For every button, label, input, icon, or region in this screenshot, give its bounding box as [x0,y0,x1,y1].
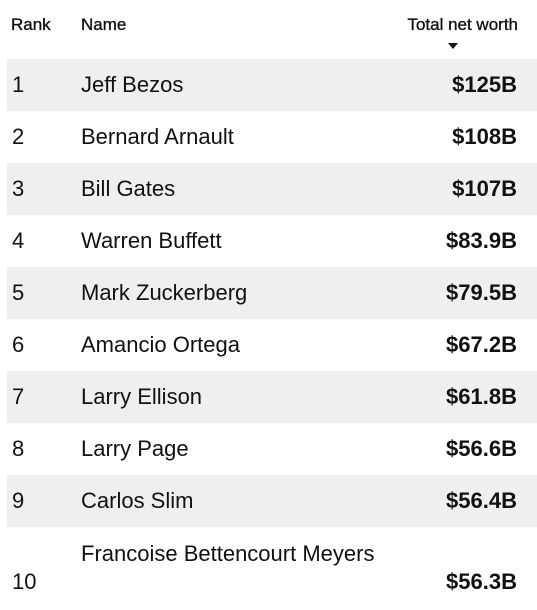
table-row: 5 Mark Zuckerberg $79.5B [7,267,537,319]
net-worth-cell: $56.6B [446,436,517,461]
table-header: Rank Name Total net worth [0,0,537,58]
name-cell: Larry Page [81,436,189,461]
name-cell: Francoise Bettencourt Meyers [81,541,375,566]
column-header-rank[interactable]: Rank [11,15,51,34]
name-cell: Jeff Bezos [81,72,184,97]
rank-cell: 6 [12,332,25,357]
table-row: 3 Bill Gates $107B [7,163,537,215]
table-row: 4 Warren Buffett $83.9B [7,215,537,267]
net-worth-cell: $56.3B [446,569,517,594]
net-worth-cell: $61.8B [446,384,517,409]
rank-cell: 10 [12,569,37,594]
name-cell: Larry Ellison [81,384,203,409]
name-cell: Bernard Arnault [81,124,234,149]
name-cell: Bill Gates [81,176,176,201]
net-worth-cell: $125B [452,72,517,97]
rank-cell: 9 [12,488,25,513]
rank-cell: 4 [12,228,25,253]
table-row: 8 Larry Page $56.6B [7,423,537,475]
rank-cell: 2 [12,124,25,149]
caret-down-icon[interactable] [448,43,458,49]
table-row: 7 Larry Ellison $61.8B [7,371,537,423]
name-cell: Amancio Ortega [81,332,240,357]
column-header-total-net-worth[interactable]: Total net worth [407,15,518,34]
net-worth-cell: $107B [452,176,517,201]
table-row: 2 Bernard Arnault $108B [7,111,537,163]
rank-cell: 7 [12,384,25,409]
net-worth-cell: $67.2B [446,332,517,357]
rank-cell: 8 [12,436,25,461]
rank-cell: 5 [12,280,25,305]
table-row: 1 Jeff Bezos $125B [7,59,537,111]
table-row: 6 Amancio Ortega $67.2B [7,319,537,371]
column-header-name[interactable]: Name [81,15,127,34]
name-cell: Mark Zuckerberg [81,280,248,305]
name-cell: Carlos Slim [81,488,194,513]
net-worth-cell: $56.4B [446,488,517,513]
rank-cell: 3 [12,176,25,201]
table-body: 1 Jeff Bezos $125B 2 Bernard Arnault $10… [7,59,537,607]
net-worth-cell: $108B [452,124,517,149]
table-row: 10 Francoise Bettencourt Meyers $56.3B [7,527,537,607]
rank-cell: 1 [12,72,25,97]
net-worth-cell: $79.5B [446,280,517,305]
name-cell: Warren Buffett [81,228,222,253]
table-row: 9 Carlos Slim $56.4B [7,475,537,527]
net-worth-cell: $83.9B [446,228,517,253]
